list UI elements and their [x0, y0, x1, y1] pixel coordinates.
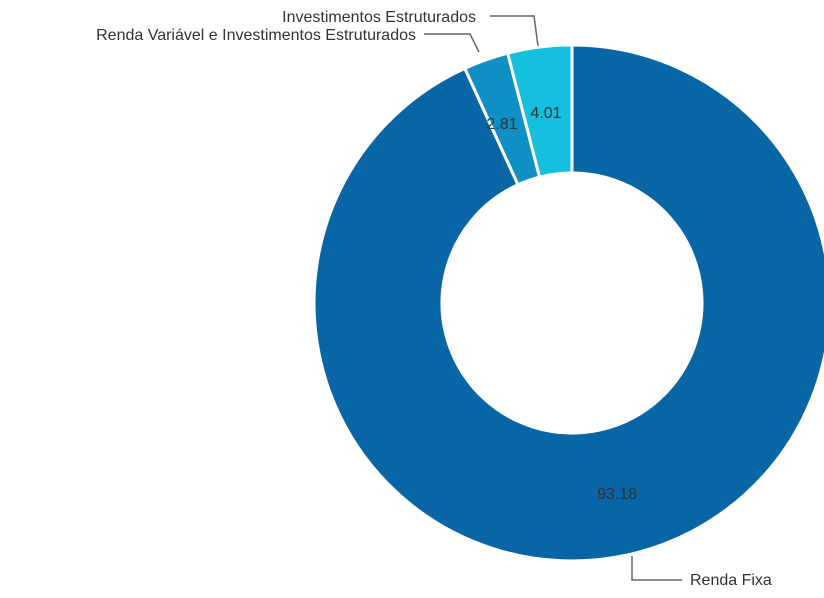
data-label-investimentos-estruturados: 4.01: [530, 105, 561, 122]
leader-line-renda-variavel-e-investimentos-estruturados: [424, 33, 480, 53]
category-label-investimentos-estruturados: Investimentos Estruturados: [282, 9, 476, 26]
leader-line-renda-fixa: [631, 556, 682, 581]
chart-labels: 93.18 2.81 4.01 Renda Fixa Renda Variável e …: [96, 9, 772, 589]
leader-lines: [424, 15, 682, 581]
category-label-renda-variavel-e-investimentos-estruturados: Renda Variável e Investimentos Estrutura…: [96, 27, 416, 44]
slice-renda-fixa: [312, 43, 824, 563]
donut-slices: [312, 43, 824, 563]
category-label-renda-fixa: Renda Fixa: [690, 572, 772, 589]
slice-investimentos-estruturados: [506, 43, 574, 179]
data-label-renda-variavel-e-investimentos-estruturados: 2.81: [486, 116, 517, 133]
data-label-renda-fixa: 93.18: [597, 486, 637, 503]
leader-line-investimentos-estruturados: [490, 15, 539, 47]
